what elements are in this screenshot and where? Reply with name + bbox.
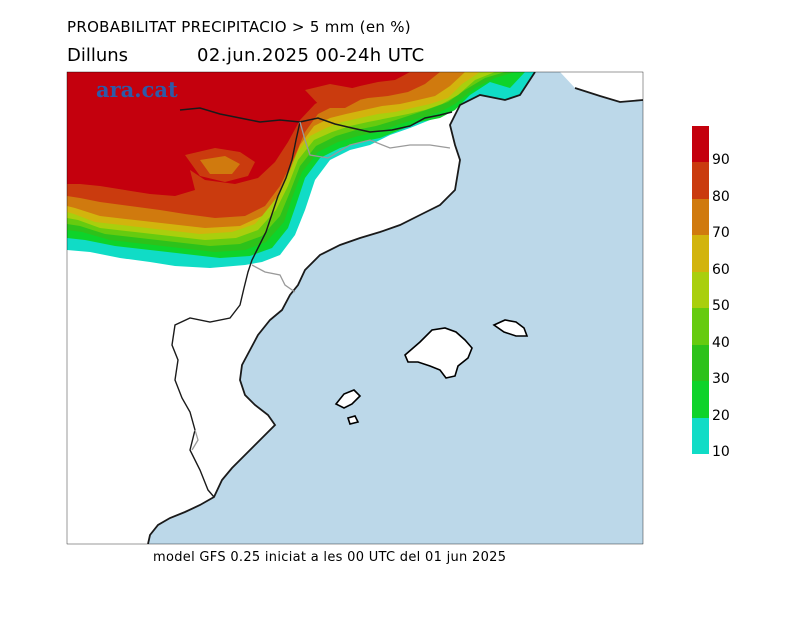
ibiza-island — [334, 389, 362, 409]
colorbar-label: 80 — [712, 188, 730, 205]
colorbar-segment — [692, 344, 709, 382]
colorbar-segment — [692, 235, 709, 273]
province-border — [299, 121, 451, 159]
ara-cat-logo: ara.cat — [96, 77, 178, 102]
prob-80-patch-2 — [305, 84, 360, 108]
map-frame — [66, 71, 644, 545]
regional-border — [171, 121, 301, 498]
province-border-3 — [191, 429, 199, 451]
menorca-island — [492, 319, 529, 337]
colorbar-segment — [692, 308, 709, 346]
prob-90-area — [67, 72, 410, 196]
colorbar-label: 10 — [712, 444, 730, 460]
country-border — [179, 107, 453, 133]
colorbar-segment — [692, 162, 709, 200]
colorbar-label: 50 — [712, 298, 730, 315]
colorbar — [692, 126, 709, 455]
colorbar-label: 90 — [712, 152, 730, 169]
france-land — [560, 72, 643, 102]
prob-70-patch — [200, 156, 240, 174]
map-title: PROBABILITAT PRECIPITACIO > 5 mm (en %) — [67, 18, 411, 36]
colorbar-segment — [692, 126, 709, 163]
colorbar-label: 70 — [712, 225, 730, 242]
colorbar-segment — [692, 271, 709, 309]
colorbar-segment — [692, 381, 709, 419]
colorbar-segment — [692, 198, 709, 236]
model-footer: model GFS 0.25 iniciat a les 00 UTC del … — [153, 550, 507, 565]
colorbar-label: 60 — [712, 261, 730, 278]
coastline-north — [574, 87, 643, 103]
colorbar-label: 40 — [712, 334, 730, 351]
mallorca-island — [404, 327, 473, 379]
formentera-island — [346, 415, 360, 425]
colorbar-segment — [692, 417, 709, 455]
province-border-2 — [251, 264, 296, 293]
coastline — [147, 72, 536, 544]
colorbar-label: 30 — [712, 371, 730, 388]
colorbar-label: 20 — [712, 407, 730, 424]
date-range-label: 02.jun.2025 00-24h UTC — [197, 45, 425, 66]
day-label: Dilluns — [67, 45, 129, 66]
